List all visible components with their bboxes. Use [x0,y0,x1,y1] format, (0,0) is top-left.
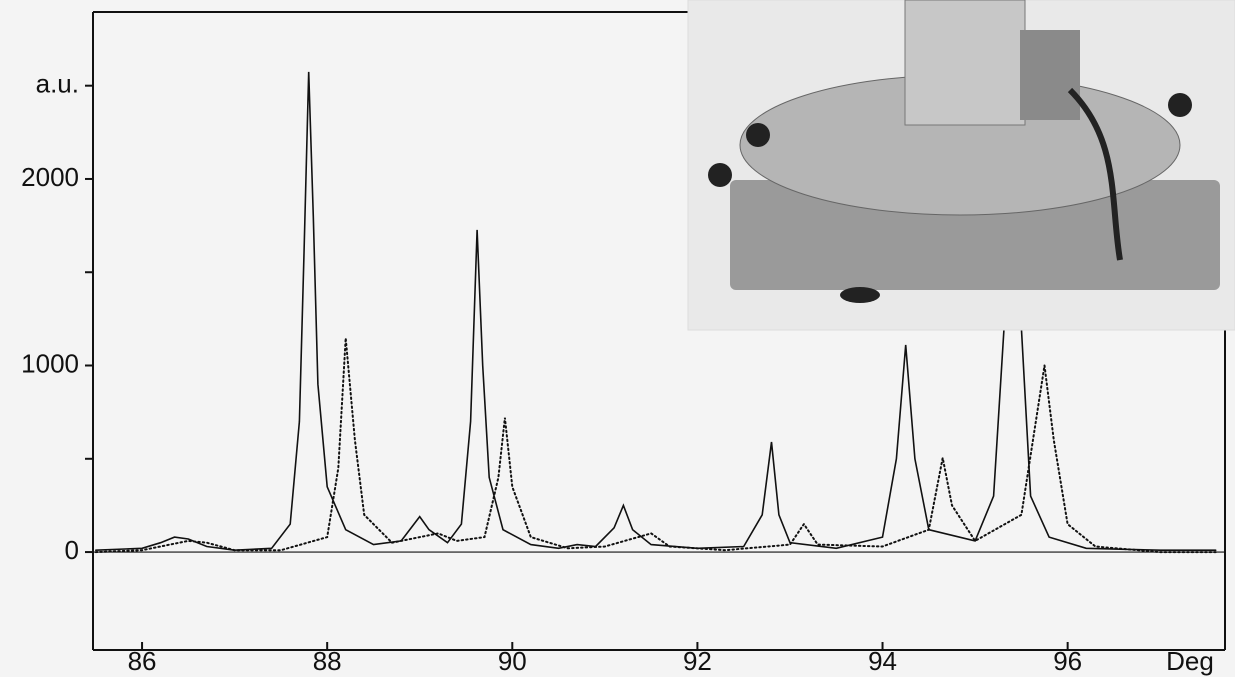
x-tick-label: 92 [683,646,712,676]
y-tick-label: 0 [65,535,79,565]
knob [1168,93,1192,117]
x-tick-label: 90 [498,646,527,676]
knob [708,163,732,187]
y-tick-label: 1000 [21,348,79,378]
photo-inset [687,0,1235,331]
x-tick-label: 94 [868,646,897,676]
knob [746,123,770,147]
x-tick-label: 96 [1053,646,1082,676]
cable [1067,87,1123,261]
foot [840,287,880,303]
y-tick-label: 2000 [21,162,79,192]
data-line [94,338,1217,554]
data-line [95,71,1217,552]
x-tick-label: 88 [313,646,342,676]
instrument-head [1020,30,1080,120]
y-tick-label: a.u. [36,69,79,99]
instrument-column [904,0,1026,126]
x-tick-label: 86 [128,646,157,676]
instrument-base [730,180,1220,290]
